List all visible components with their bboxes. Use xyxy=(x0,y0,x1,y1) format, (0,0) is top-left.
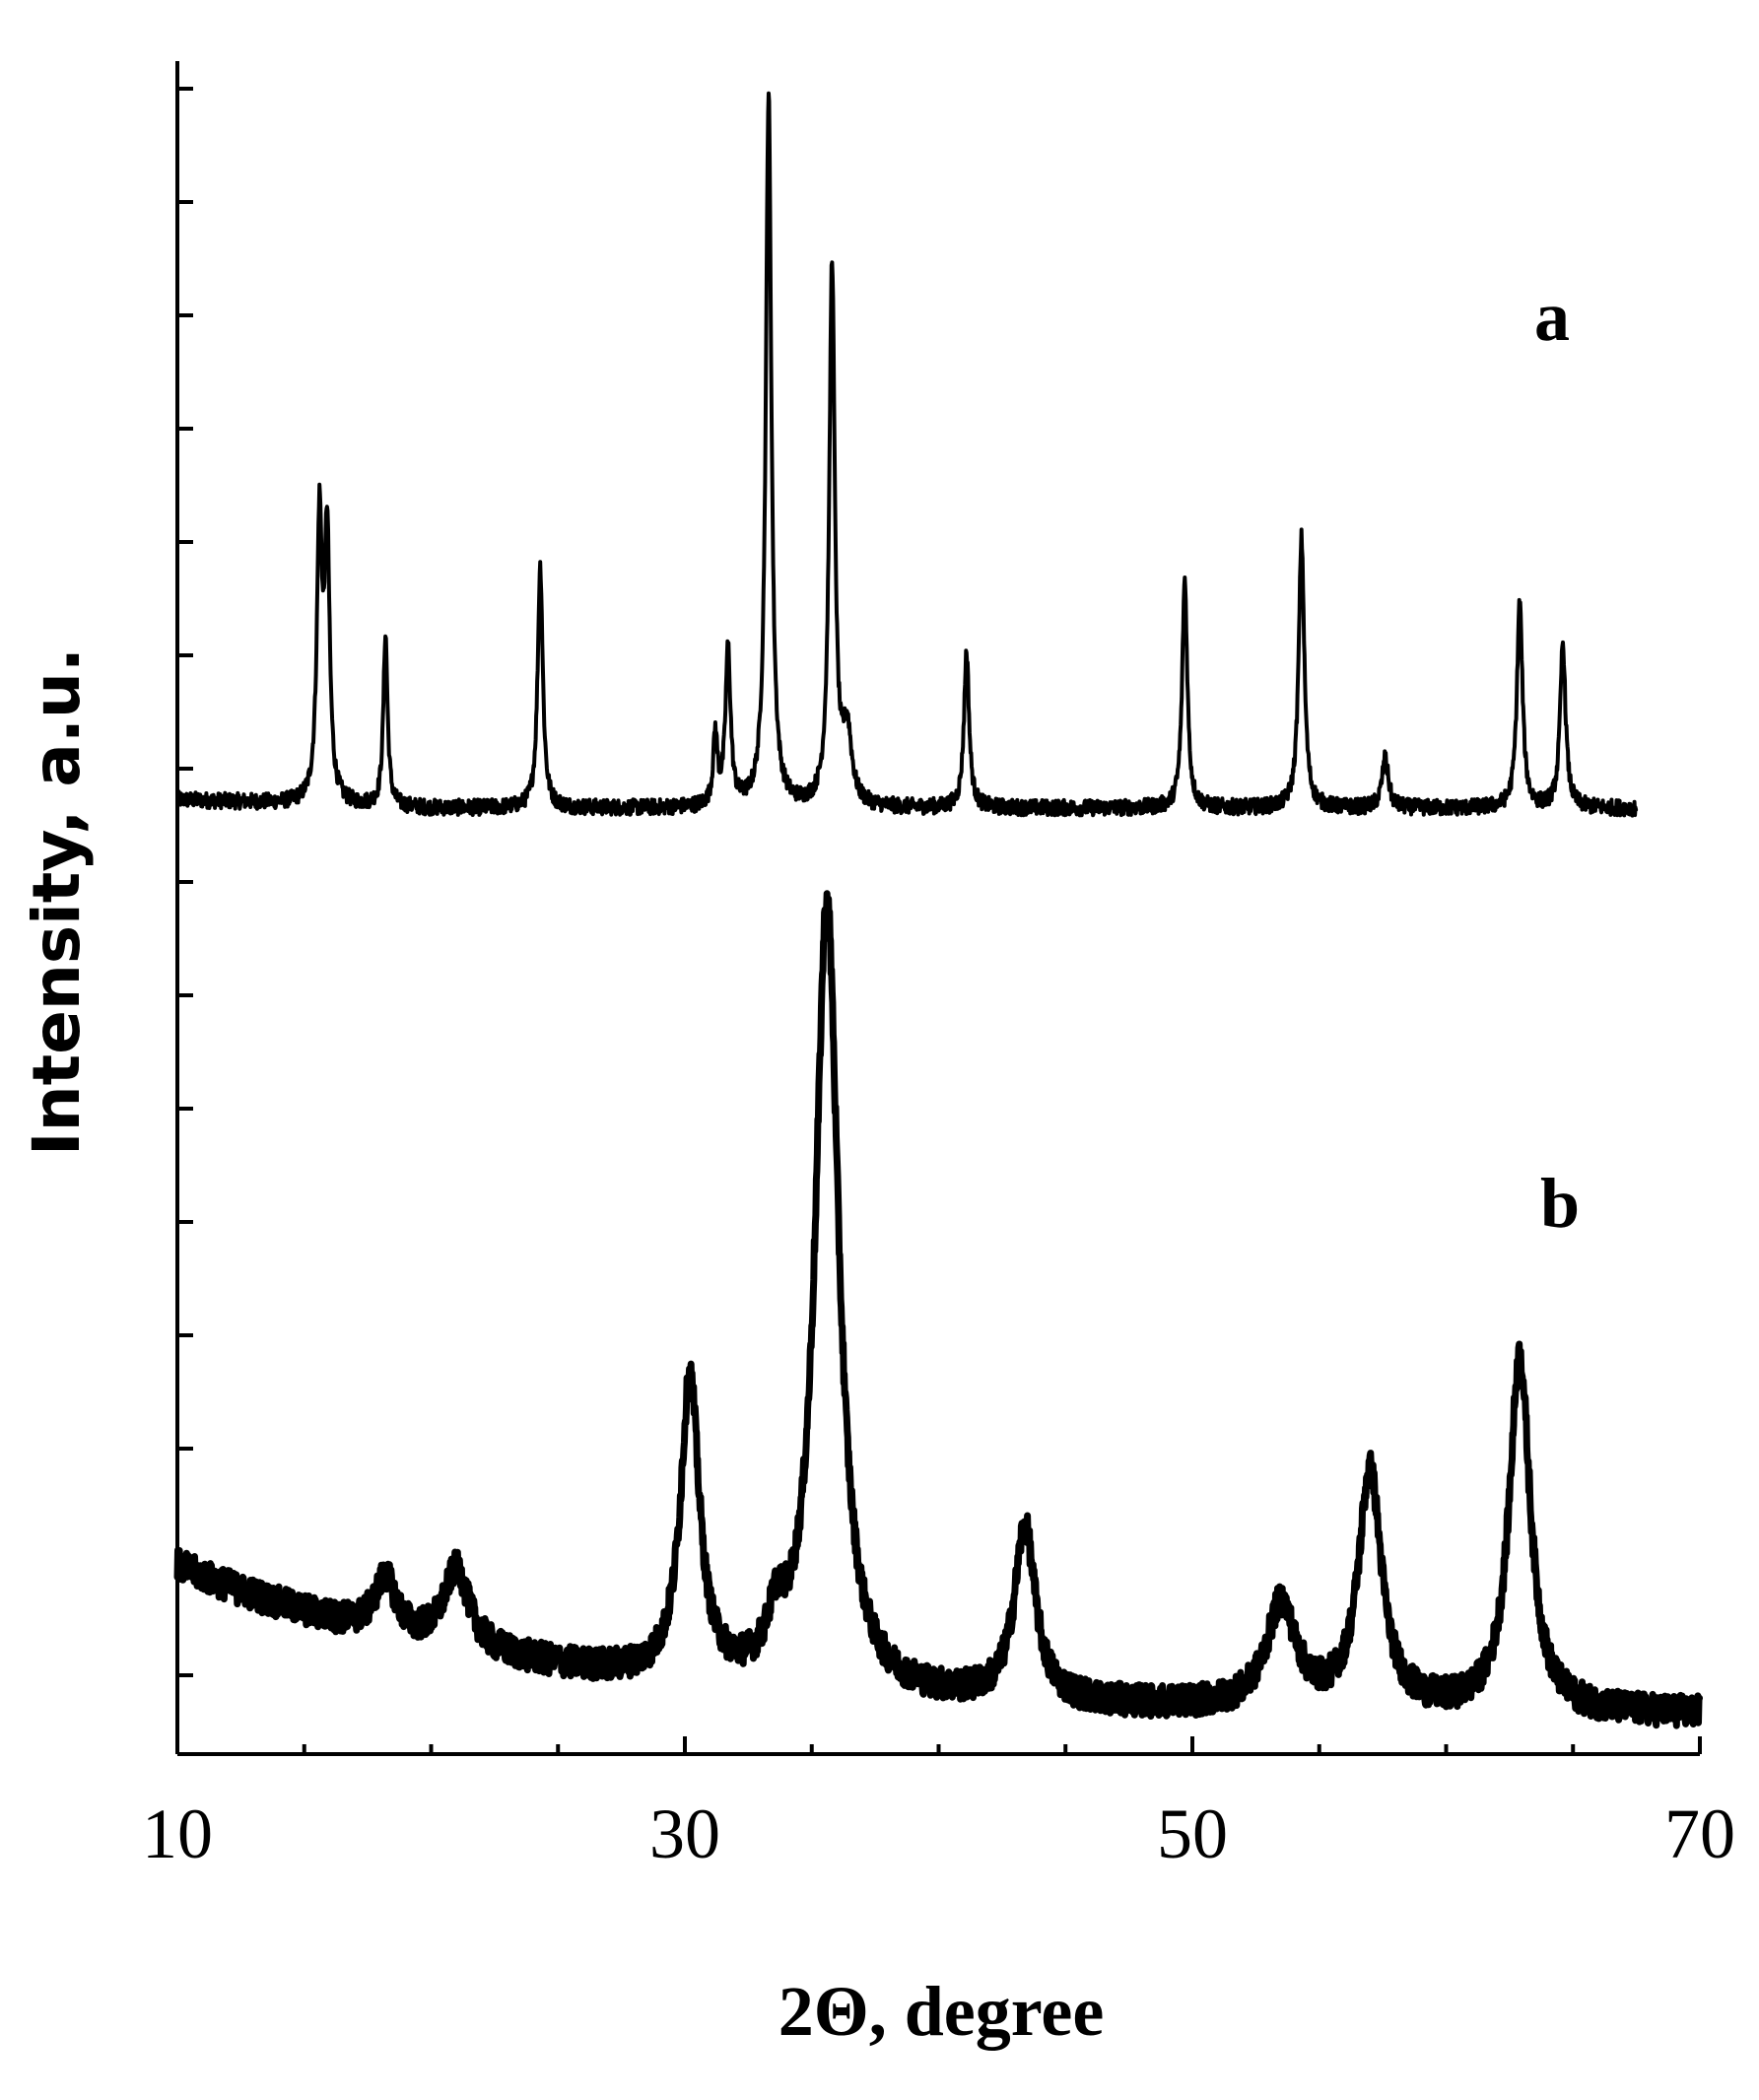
trace-series-b xyxy=(173,890,1703,1729)
x-tick-label-70: 70 xyxy=(1664,1795,1735,1873)
y-axis-ticks xyxy=(177,87,193,1677)
x-tick-label-10: 10 xyxy=(142,1795,213,1873)
trace-series-a xyxy=(175,91,1639,818)
series-label-a: a xyxy=(1534,277,1570,356)
x-tick-label-50: 50 xyxy=(1157,1795,1228,1873)
x-axis-ticks: 10 30 50 70 xyxy=(142,1736,1735,1873)
y-axis-title: Intensity, a.u. xyxy=(19,647,95,1156)
x-tick-label-30: 30 xyxy=(649,1795,720,1873)
plot-traces xyxy=(173,91,1703,1729)
x-axis-title: 2Θ, degree xyxy=(778,1972,1105,2051)
series-label-b: b xyxy=(1540,1164,1580,1243)
